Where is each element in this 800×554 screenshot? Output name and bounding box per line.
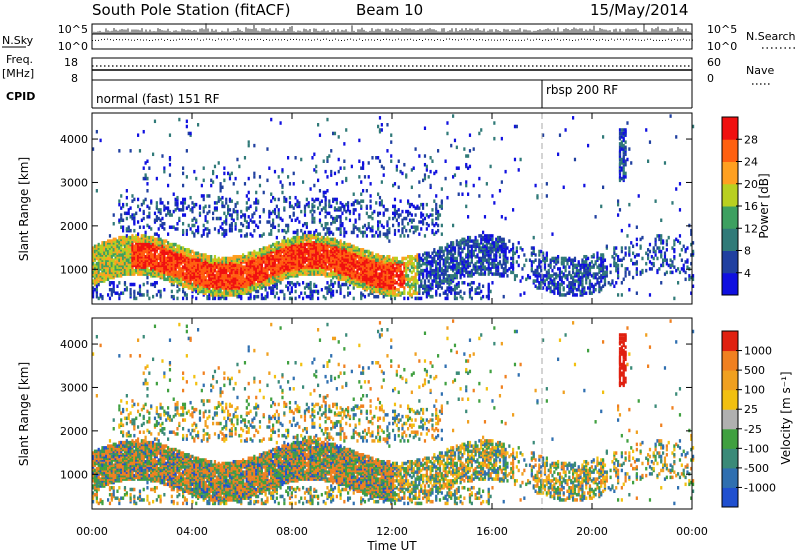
colorbar-tick: -1000 xyxy=(744,481,776,494)
colorbar-swatch xyxy=(722,139,738,162)
colorbar-tick: 100 xyxy=(744,384,765,397)
nsky-strip: N.Sky 10^5 10^0 10^5 10^0 N.Search xyxy=(2,23,796,53)
x-tick-label: 20:00 xyxy=(576,525,608,538)
colorbar-swatch xyxy=(722,183,738,207)
colorbar-tick: 1000 xyxy=(744,345,772,358)
x-tick-label: 08:00 xyxy=(276,525,308,538)
velocity-colorbar-label: Velocity [m s⁻¹] xyxy=(779,371,793,464)
y-tick-label: 3000 xyxy=(60,176,88,189)
power-ylabel: Slant Range [km] xyxy=(17,157,31,261)
colorbar-swatch xyxy=(722,467,738,488)
colorbar-tick: 24 xyxy=(744,156,758,169)
time-xlabel: Time UT xyxy=(366,539,417,553)
colorbar-swatch xyxy=(722,117,738,140)
colorbar-swatch xyxy=(722,161,738,185)
power-colorbar: 4 8 12 16 20 24 28 Power [dB] xyxy=(721,116,771,296)
colorbar-swatch xyxy=(722,250,738,274)
nsky-tick-bottom: 10^0 xyxy=(58,40,88,53)
colorbar-swatch xyxy=(722,228,738,251)
nsearch-label: N.Search xyxy=(746,30,796,43)
y-tick-label: 4000 xyxy=(60,133,88,146)
colorbar-swatch xyxy=(722,331,738,352)
y-tick-label: 2000 xyxy=(60,425,88,438)
nave-tick-bottom: 0 xyxy=(707,72,714,85)
x-tick-label: 12:00 xyxy=(376,525,408,538)
velocity-scatter xyxy=(92,319,695,506)
colorbar-tick: 12 xyxy=(744,222,758,235)
colorbar-swatch xyxy=(722,487,738,508)
nsky-tick-top: 10^5 xyxy=(58,23,88,36)
colorbar-tick: 4 xyxy=(744,267,751,280)
colorbar-swatch xyxy=(722,389,738,410)
x-tick-label: 16:00 xyxy=(476,525,508,538)
colorbar-swatch xyxy=(722,409,738,430)
power-y-axis: 1000 2000 3000 4000 xyxy=(60,133,692,276)
colorbar-tick: 500 xyxy=(744,364,765,377)
colorbar-tick: 28 xyxy=(744,133,758,146)
y-tick-label: 4000 xyxy=(60,338,88,351)
time-x-axis: 00:00 04:00 08:00 12:00 16:00 20:00 00:00 xyxy=(76,113,708,538)
freq-tick-bottom: 8 xyxy=(71,72,78,85)
x-tick-label: 04:00 xyxy=(176,525,208,538)
colorbar-tick: 20 xyxy=(744,178,758,191)
freq-label: Freq. xyxy=(6,53,33,66)
date-title: 15/May/2014 xyxy=(590,1,688,19)
colorbar-tick: -100 xyxy=(744,442,769,455)
colorbar-swatch xyxy=(722,448,738,469)
colorbar-tick: -500 xyxy=(744,462,769,475)
freq-strip: Freq. [MHz] 18 8 60 0 Nave xyxy=(2,53,774,85)
power-panel: 1000 2000 3000 4000 Slant Range [km] xyxy=(17,112,695,305)
station-title: South Pole Station (fitACF) xyxy=(92,1,290,19)
y-tick-label: 1000 xyxy=(60,468,88,481)
cpid-segment-rbsp: rbsp 200 RF xyxy=(546,83,618,97)
cpid-segment-normal: normal (fast) 151 RF xyxy=(96,92,220,106)
colorbar-tick: 16 xyxy=(744,200,758,213)
freq-tick-top: 18 xyxy=(64,56,78,69)
nsearch-tick-bottom: 10^0 xyxy=(707,40,737,53)
beam-title: Beam 10 xyxy=(356,1,423,19)
freq-unit: [MHz] xyxy=(2,67,34,80)
y-tick-label: 1000 xyxy=(60,263,88,276)
colorbar-swatch xyxy=(722,370,738,391)
colorbar-swatch xyxy=(722,428,738,449)
nsearch-tick-top: 10^5 xyxy=(707,23,737,36)
colorbar-swatch xyxy=(722,350,738,371)
x-tick-label: 00:00 xyxy=(76,525,108,538)
cpid-strip: CPID normal (fast) 151 RF rbsp 200 RF xyxy=(6,80,693,109)
nave-label: Nave xyxy=(746,64,774,77)
power-scatter xyxy=(92,114,695,301)
colorbar-swatch xyxy=(722,206,738,229)
colorbar-tick: 8 xyxy=(744,245,751,258)
colorbar-swatch xyxy=(722,272,738,296)
nsky-label: N.Sky xyxy=(2,34,34,47)
y-tick-label: 2000 xyxy=(60,220,88,233)
cpid-label: CPID xyxy=(6,90,35,103)
velocity-y-axis: 1000 2000 3000 4000 xyxy=(60,338,692,481)
colorbar-tick: -25 xyxy=(744,423,762,436)
velocity-ylabel: Slant Range [km] xyxy=(17,362,31,466)
x-tick-label: 00:00 xyxy=(676,525,708,538)
velocity-colorbar: -1000 -500 -100 -25 25 100 500 1000 Velocity [m… xyxy=(721,330,793,508)
colorbar-tick: 25 xyxy=(744,403,758,416)
nsky-trace xyxy=(91,23,693,41)
nave-tick-top: 60 xyxy=(707,56,721,69)
y-tick-label: 3000 xyxy=(60,381,88,394)
power-colorbar-label: Power [dB] xyxy=(757,173,771,238)
